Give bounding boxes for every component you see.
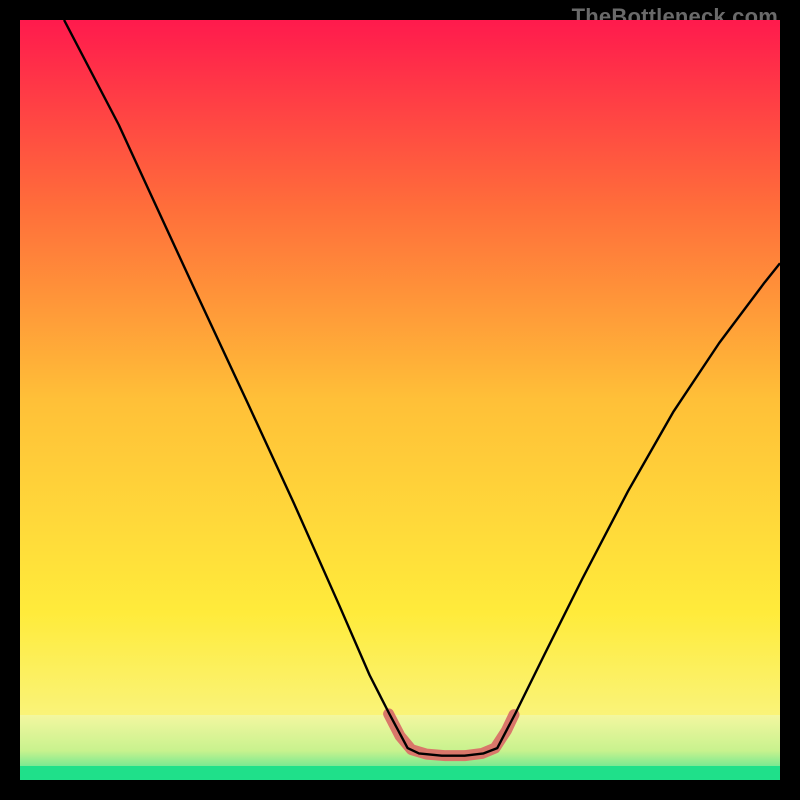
chart-container: TheBottleneck.com <box>0 0 800 800</box>
plot-frame <box>20 20 780 780</box>
curve-overlay <box>20 20 780 780</box>
bottleneck-curve <box>64 20 780 756</box>
